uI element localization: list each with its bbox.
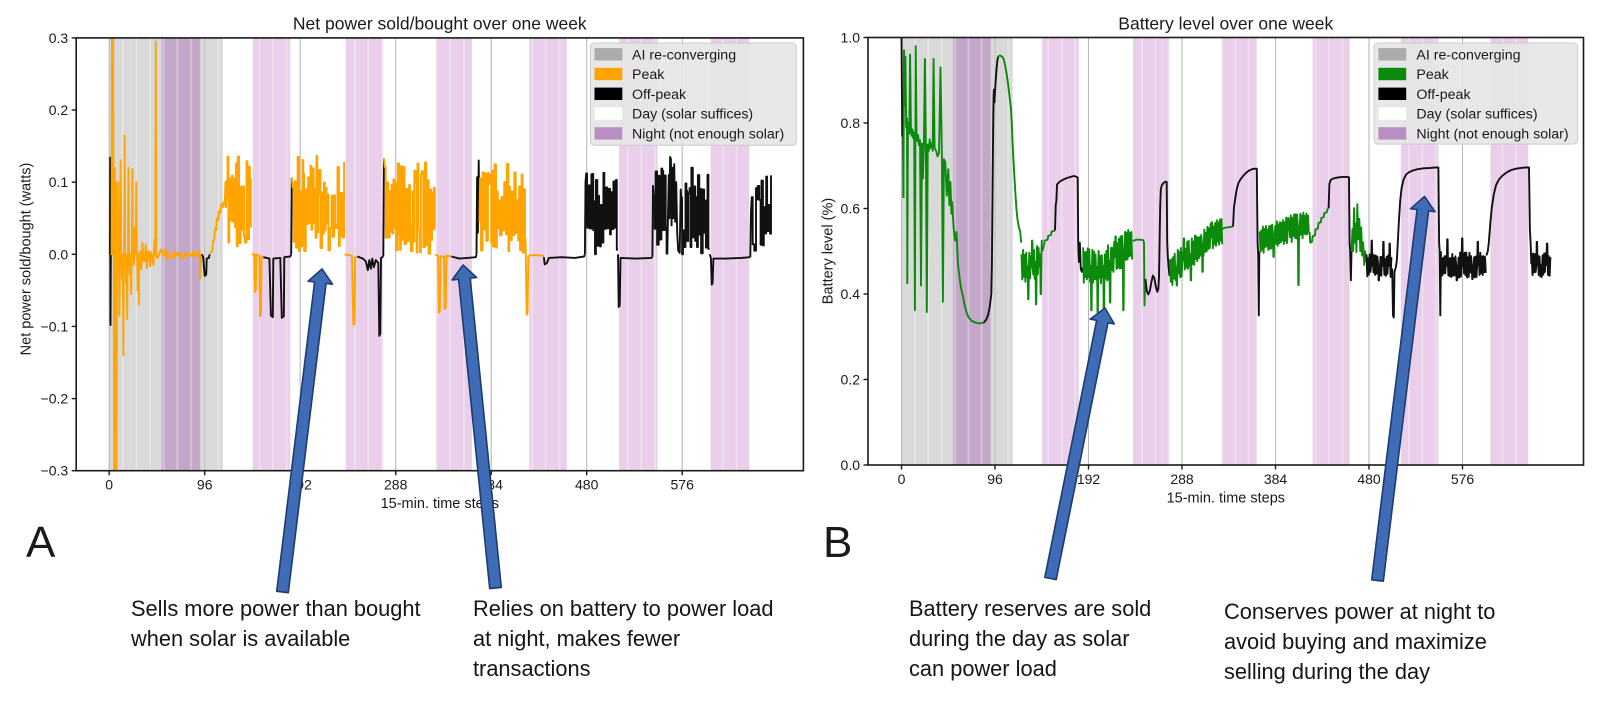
svg-text:576: 576: [671, 477, 695, 493]
svg-text:avoid buying and maximize: avoid buying and maximize: [1224, 629, 1487, 654]
svg-text:0.3: 0.3: [49, 30, 69, 46]
svg-text:AI re-converging: AI re-converging: [632, 47, 736, 63]
svg-text:−0.2: −0.2: [41, 391, 69, 407]
svg-text:0.8: 0.8: [841, 115, 861, 131]
svg-text:transactions: transactions: [473, 656, 591, 681]
svg-text:selling during the day: selling during the day: [1224, 659, 1430, 684]
svg-text:15-min. time steps: 15-min. time steps: [1167, 491, 1285, 507]
svg-text:384: 384: [1264, 471, 1288, 487]
svg-text:Peak: Peak: [1416, 67, 1449, 83]
svg-text:0.6: 0.6: [841, 201, 861, 217]
svg-text:at night, makes fewer: at night, makes fewer: [473, 626, 680, 651]
svg-text:Sells more power than bought: Sells more power than bought: [131, 596, 421, 621]
svg-text:Conserves power at night to: Conserves power at night to: [1224, 599, 1495, 624]
svg-text:−0.3: −0.3: [41, 463, 69, 479]
svg-text:Battery level over one week: Battery level over one week: [1118, 14, 1333, 34]
svg-text:Battery reserves are sold: Battery reserves are sold: [909, 596, 1151, 621]
svg-text:576: 576: [1451, 471, 1475, 487]
svg-text:Night (not enough solar): Night (not enough solar): [1416, 126, 1568, 142]
svg-text:Relies on battery to power loa: Relies on battery to power load: [473, 596, 773, 621]
svg-text:0.4: 0.4: [841, 286, 861, 302]
svg-text:0.0: 0.0: [49, 246, 69, 262]
svg-text:−0.1: −0.1: [41, 318, 69, 334]
svg-text:when solar is available: when solar is available: [130, 626, 350, 651]
svg-text:15-min. time steps: 15-min. time steps: [381, 496, 499, 512]
svg-text:288: 288: [1170, 471, 1194, 487]
svg-text:96: 96: [987, 471, 1003, 487]
svg-text:1.0: 1.0: [841, 30, 861, 46]
svg-text:Day (solar suffices): Day (solar suffices): [632, 107, 753, 123]
svg-text:Net power sold/bought (watts): Net power sold/bought (watts): [19, 163, 35, 356]
svg-text:Peak: Peak: [632, 67, 665, 83]
svg-text:480: 480: [575, 477, 599, 493]
svg-text:0.2: 0.2: [841, 372, 861, 388]
svg-text:Day (solar suffices): Day (solar suffices): [1416, 107, 1537, 123]
svg-text:can power load: can power load: [909, 656, 1057, 681]
svg-text:480: 480: [1357, 471, 1381, 487]
svg-text:Off-peak: Off-peak: [632, 87, 687, 103]
svg-text:Battery level (%): Battery level (%): [821, 198, 837, 304]
svg-text:during the day as solar: during the day as solar: [909, 626, 1130, 651]
svg-text:Night (not enough solar): Night (not enough solar): [632, 126, 784, 142]
svg-text:0: 0: [898, 471, 906, 487]
svg-text:AI re-converging: AI re-converging: [1416, 47, 1520, 63]
svg-text:0.0: 0.0: [841, 457, 861, 473]
svg-text:B: B: [823, 518, 852, 567]
svg-text:0.1: 0.1: [49, 174, 69, 190]
svg-text:192: 192: [1077, 471, 1101, 487]
svg-text:Net power sold/bought over one: Net power sold/bought over one week: [293, 14, 587, 34]
svg-text:0: 0: [105, 477, 113, 493]
svg-text:A: A: [26, 518, 56, 567]
svg-text:Off-peak: Off-peak: [1416, 87, 1471, 103]
svg-text:96: 96: [197, 477, 213, 493]
svg-text:288: 288: [384, 477, 408, 493]
svg-text:0.2: 0.2: [49, 102, 69, 118]
